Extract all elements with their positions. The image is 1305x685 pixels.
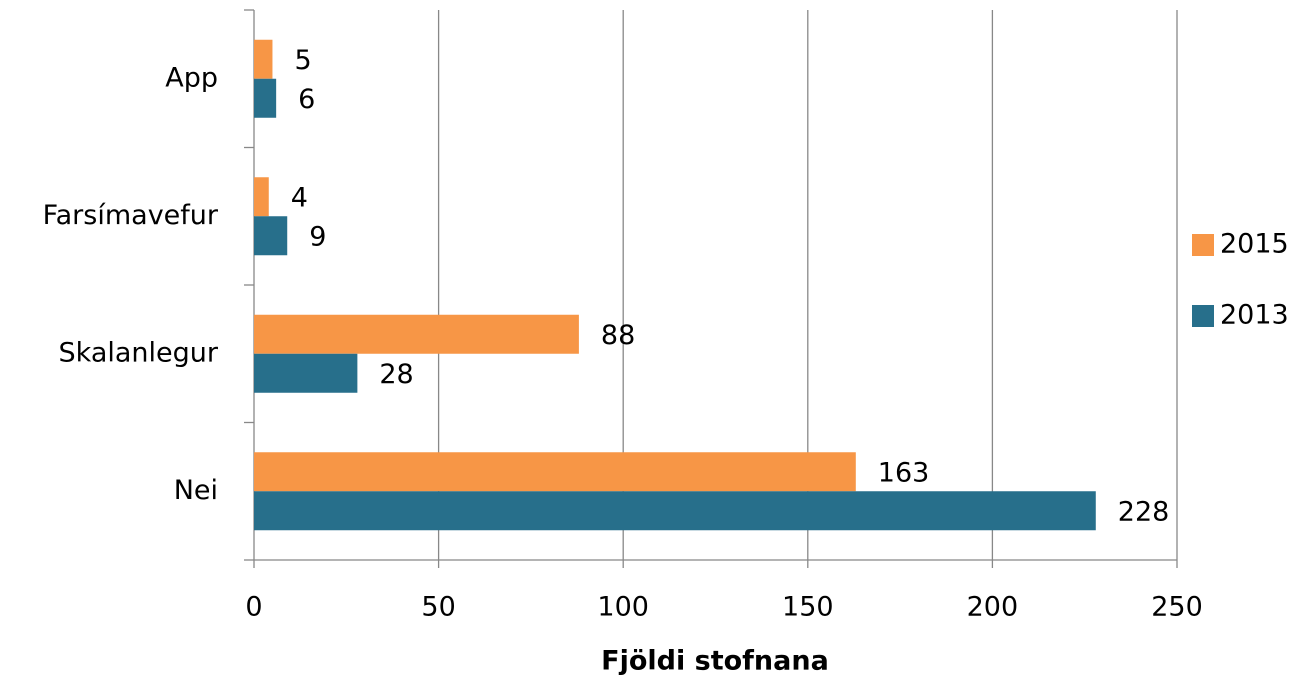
y-tick-label: Farsímavefur xyxy=(43,200,219,231)
bar xyxy=(254,177,269,217)
legend-swatch xyxy=(1192,234,1214,256)
bar xyxy=(254,491,1096,531)
bar xyxy=(254,39,273,79)
bar xyxy=(254,452,856,492)
legend-label: 2015 xyxy=(1220,229,1289,260)
y-tick-label: Skalanlegur xyxy=(59,337,219,368)
x-tick-label: 100 xyxy=(597,592,649,623)
value-label: 4 xyxy=(291,182,308,213)
value-label: 6 xyxy=(298,84,315,115)
value-label: 88 xyxy=(601,320,635,351)
value-label: 28 xyxy=(379,359,413,390)
x-tick-label: 250 xyxy=(1151,592,1203,623)
value-label: 163 xyxy=(878,457,930,488)
x-tick-label: 150 xyxy=(782,592,834,623)
x-tick-label: 50 xyxy=(421,592,455,623)
value-label: 228 xyxy=(1118,496,1170,527)
x-tick-label: 0 xyxy=(245,592,262,623)
legend-label: 2013 xyxy=(1220,300,1289,331)
x-axis-title: Fjöldi stofnana xyxy=(601,646,829,677)
y-tick-label: Nei xyxy=(174,475,218,506)
value-label: 9 xyxy=(309,221,326,252)
bar xyxy=(254,216,288,256)
bar xyxy=(254,78,277,118)
bar xyxy=(254,314,579,354)
y-tick-label: App xyxy=(165,62,218,93)
value-label: 5 xyxy=(294,45,311,76)
bar xyxy=(254,353,358,393)
x-tick-label: 200 xyxy=(967,592,1019,623)
legend-swatch xyxy=(1192,305,1214,327)
